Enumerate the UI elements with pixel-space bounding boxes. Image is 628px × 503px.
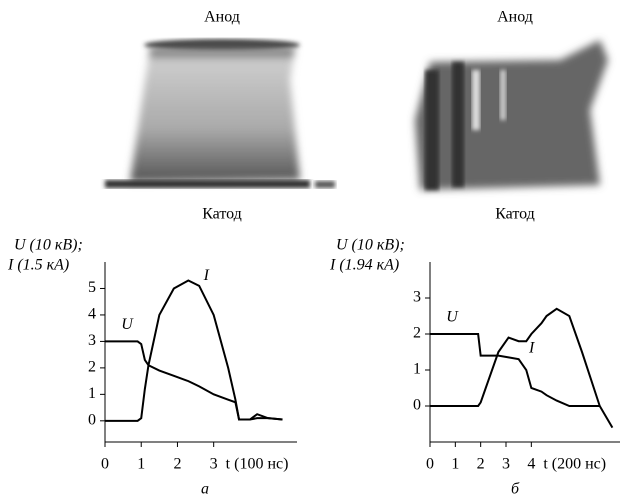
y-axis-label: U (10 кВ); bbox=[336, 237, 405, 254]
x-tick-label: 1 bbox=[137, 456, 145, 473]
series-label: U bbox=[121, 316, 134, 333]
x-tick-label: 0 bbox=[101, 456, 109, 473]
panel-label: б bbox=[511, 481, 520, 498]
photo-right bbox=[415, 40, 608, 190]
series-line bbox=[105, 279, 283, 422]
y-axis-label: I (1.5 кА) bbox=[7, 257, 69, 274]
x-tick-label: 3 bbox=[502, 456, 510, 473]
photo-bottom-label: Катод bbox=[495, 206, 535, 223]
series-label: U bbox=[446, 309, 459, 326]
y-tick-label: 2 bbox=[413, 325, 421, 342]
x-tick-label: 1 bbox=[451, 456, 459, 473]
series-line bbox=[430, 333, 600, 407]
y-axis-label: U (10 кВ); bbox=[14, 237, 83, 254]
x-axis-label: t (100 нс) bbox=[226, 456, 289, 473]
y-tick-label: 0 bbox=[413, 397, 421, 414]
y-tick-label: 2 bbox=[88, 359, 96, 376]
panel-label: а bbox=[201, 481, 209, 498]
x-tick-label: 4 bbox=[527, 456, 535, 473]
y-tick-label: 1 bbox=[88, 385, 96, 402]
y-tick-label: 1 bbox=[413, 361, 421, 378]
x-tick-label: 0 bbox=[426, 456, 434, 473]
photo-bottom-label: Катод bbox=[202, 206, 242, 223]
photo-top-label: Анод bbox=[204, 9, 240, 26]
y-tick-label: 5 bbox=[88, 279, 96, 296]
series-label: I bbox=[528, 339, 535, 356]
y-tick-label: 4 bbox=[88, 306, 96, 323]
y-tick-label: 3 bbox=[88, 332, 96, 349]
photo-left bbox=[105, 39, 335, 188]
x-axis-label: t (200 нс) bbox=[543, 456, 606, 473]
x-tick-label: 2 bbox=[173, 456, 181, 473]
y-tick-label: 0 bbox=[88, 411, 96, 428]
series-label: I bbox=[203, 267, 210, 284]
series-line bbox=[105, 340, 283, 421]
x-tick-label: 3 bbox=[210, 456, 218, 473]
x-tick-label: 2 bbox=[477, 456, 485, 473]
y-axis-label: I (1.94 кА) bbox=[329, 257, 399, 274]
series-line bbox=[430, 307, 614, 429]
y-tick-label: 3 bbox=[413, 289, 421, 306]
photo-top-label: Анод bbox=[497, 9, 533, 26]
